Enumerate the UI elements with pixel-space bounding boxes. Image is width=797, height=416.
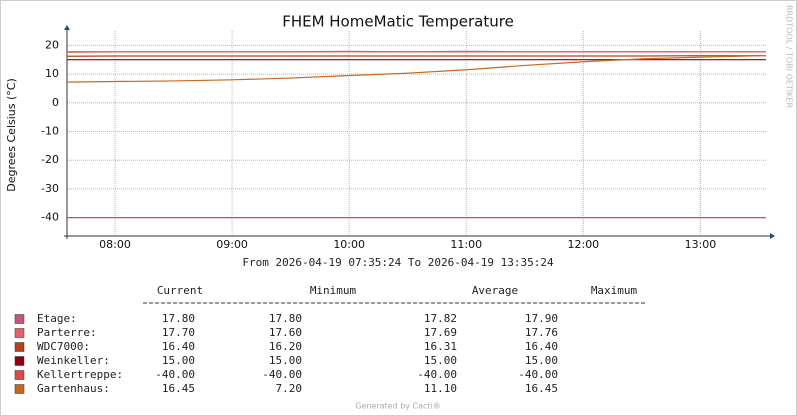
y-axis-label: Degrees Celsius (°C) [5, 78, 18, 192]
y-tick-label: -40 [41, 211, 59, 224]
axis-arrow [770, 233, 775, 239]
series-line [66, 54, 767, 83]
y-tick-label: 0 [52, 96, 59, 109]
stats-value: 17.80 [269, 312, 302, 325]
stats-value: 15.00 [424, 354, 457, 367]
x-tick-label: 08:00 [99, 238, 131, 251]
y-tick-label: 10 [45, 67, 59, 80]
side-text: RRDTOOL / TOBI OETIKER [785, 5, 794, 108]
axis-arrow [64, 25, 70, 30]
footer: Generated by Cacti® [355, 402, 441, 411]
stats-value: 17.70 [162, 326, 195, 339]
x-axis-label: From 2026-04-19 07:35:24 To 2026-04-19 1… [242, 256, 554, 269]
x-tick-label: 10:00 [333, 238, 365, 251]
x-tick-label: 13:00 [685, 238, 717, 251]
stats-value: 16.40 [525, 340, 558, 353]
legend-swatch [14, 356, 25, 366]
stats-value: -40.00 [417, 368, 457, 381]
stats-value: 11.10 [424, 382, 457, 395]
y-tick-label: -20 [41, 153, 59, 166]
stats-value: 17.69 [424, 326, 457, 339]
stats-value: 17.90 [525, 312, 558, 325]
legend-label: Parterre: [37, 326, 97, 339]
stats-header: Average [472, 284, 518, 297]
legend-label: Gartenhaus: [37, 382, 110, 395]
stats-value: -40.00 [518, 368, 558, 381]
stats-value: 17.76 [525, 326, 558, 339]
stats-value: -40.00 [262, 368, 302, 381]
stats-value: -40.00 [155, 368, 195, 381]
stats-value: 15.00 [269, 354, 302, 367]
stats-value: 15.00 [162, 354, 195, 367]
stats-value: 17.60 [269, 326, 302, 339]
stats-value: 16.31 [424, 340, 457, 353]
legend-swatch [14, 370, 25, 380]
legend-swatch [14, 314, 25, 324]
chart-title: FHEM HomeMatic Temperature [282, 13, 514, 31]
y-tick-label: 20 [45, 38, 59, 51]
stats-value: 17.82 [424, 312, 457, 325]
series-line [66, 55, 766, 57]
legend-swatch [14, 342, 25, 352]
legend-label: Etage: [37, 312, 77, 325]
legend-label: Kellertreppe: [37, 368, 123, 381]
x-tick-label: 11:00 [450, 238, 482, 251]
stats-value: 16.40 [162, 340, 195, 353]
stats-header: Current [157, 284, 203, 297]
stats-value: 16.45 [525, 382, 558, 395]
legend-swatch [14, 384, 25, 394]
y-tick-label: -30 [41, 182, 59, 195]
x-tick-label: 09:00 [216, 238, 248, 251]
legend-swatch [14, 328, 25, 338]
stats-value: 16.45 [162, 382, 195, 395]
stats-header: Minimum [310, 284, 357, 297]
legend-label: WDC7000: [37, 340, 90, 353]
legend-label: Weinkeller: [37, 354, 110, 367]
stats-header: Maximum [591, 284, 638, 297]
x-tick-label: 12:00 [567, 238, 599, 251]
stats-value: 16.20 [269, 340, 302, 353]
y-tick-label: -10 [41, 124, 59, 137]
stats-value: 15.00 [525, 354, 558, 367]
stats-value: 7.20 [276, 382, 303, 395]
stats-value: 17.80 [162, 312, 195, 325]
